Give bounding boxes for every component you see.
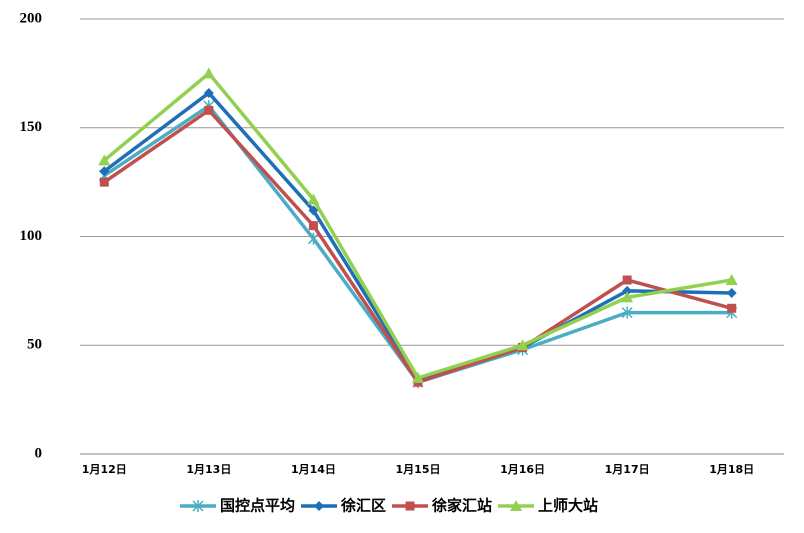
x-tick-label: 1月18日 xyxy=(709,463,754,476)
marker xyxy=(405,501,415,511)
series xyxy=(99,105,737,387)
marker xyxy=(621,306,633,319)
marker xyxy=(308,221,318,231)
legend-label: 国控点平均 xyxy=(220,497,295,515)
marker xyxy=(516,339,529,351)
marker xyxy=(202,67,215,79)
marker xyxy=(99,166,110,177)
y-tick-label: 0 xyxy=(35,445,43,461)
marker xyxy=(99,177,109,187)
marker xyxy=(314,501,325,511)
x-tick-label: 1月14日 xyxy=(291,463,336,476)
marker xyxy=(203,87,214,98)
x-tick-label: 1月16日 xyxy=(500,463,545,476)
marker xyxy=(98,154,111,166)
series-line xyxy=(103,108,733,384)
y-tick-label: 100 xyxy=(20,228,43,244)
legend-label: 徐汇区 xyxy=(340,497,386,515)
x-tick-label: 1月12日 xyxy=(82,463,127,476)
legend-label: 上师大站 xyxy=(538,497,598,515)
x-tick-label: 1月15日 xyxy=(396,463,441,476)
marker xyxy=(510,500,523,511)
marker xyxy=(307,232,319,245)
marker xyxy=(412,371,424,383)
marker xyxy=(725,274,738,285)
marker xyxy=(622,275,632,285)
marker xyxy=(622,285,633,296)
series-line xyxy=(103,104,732,384)
marker xyxy=(307,193,320,205)
x-tick-label: 1月17日 xyxy=(605,463,650,476)
y-tick-label: 200 xyxy=(20,10,43,26)
legend-label: 徐家汇站 xyxy=(431,497,492,515)
marker xyxy=(727,303,737,313)
y-tick-label: 150 xyxy=(20,119,43,135)
series xyxy=(98,67,738,383)
marker xyxy=(204,105,214,115)
marker xyxy=(726,288,737,299)
x-tick-label: 1月13日 xyxy=(186,463,231,476)
y-tick-label: 50 xyxy=(27,337,42,353)
marker xyxy=(308,205,319,216)
marker xyxy=(192,500,204,512)
marker xyxy=(621,291,634,303)
